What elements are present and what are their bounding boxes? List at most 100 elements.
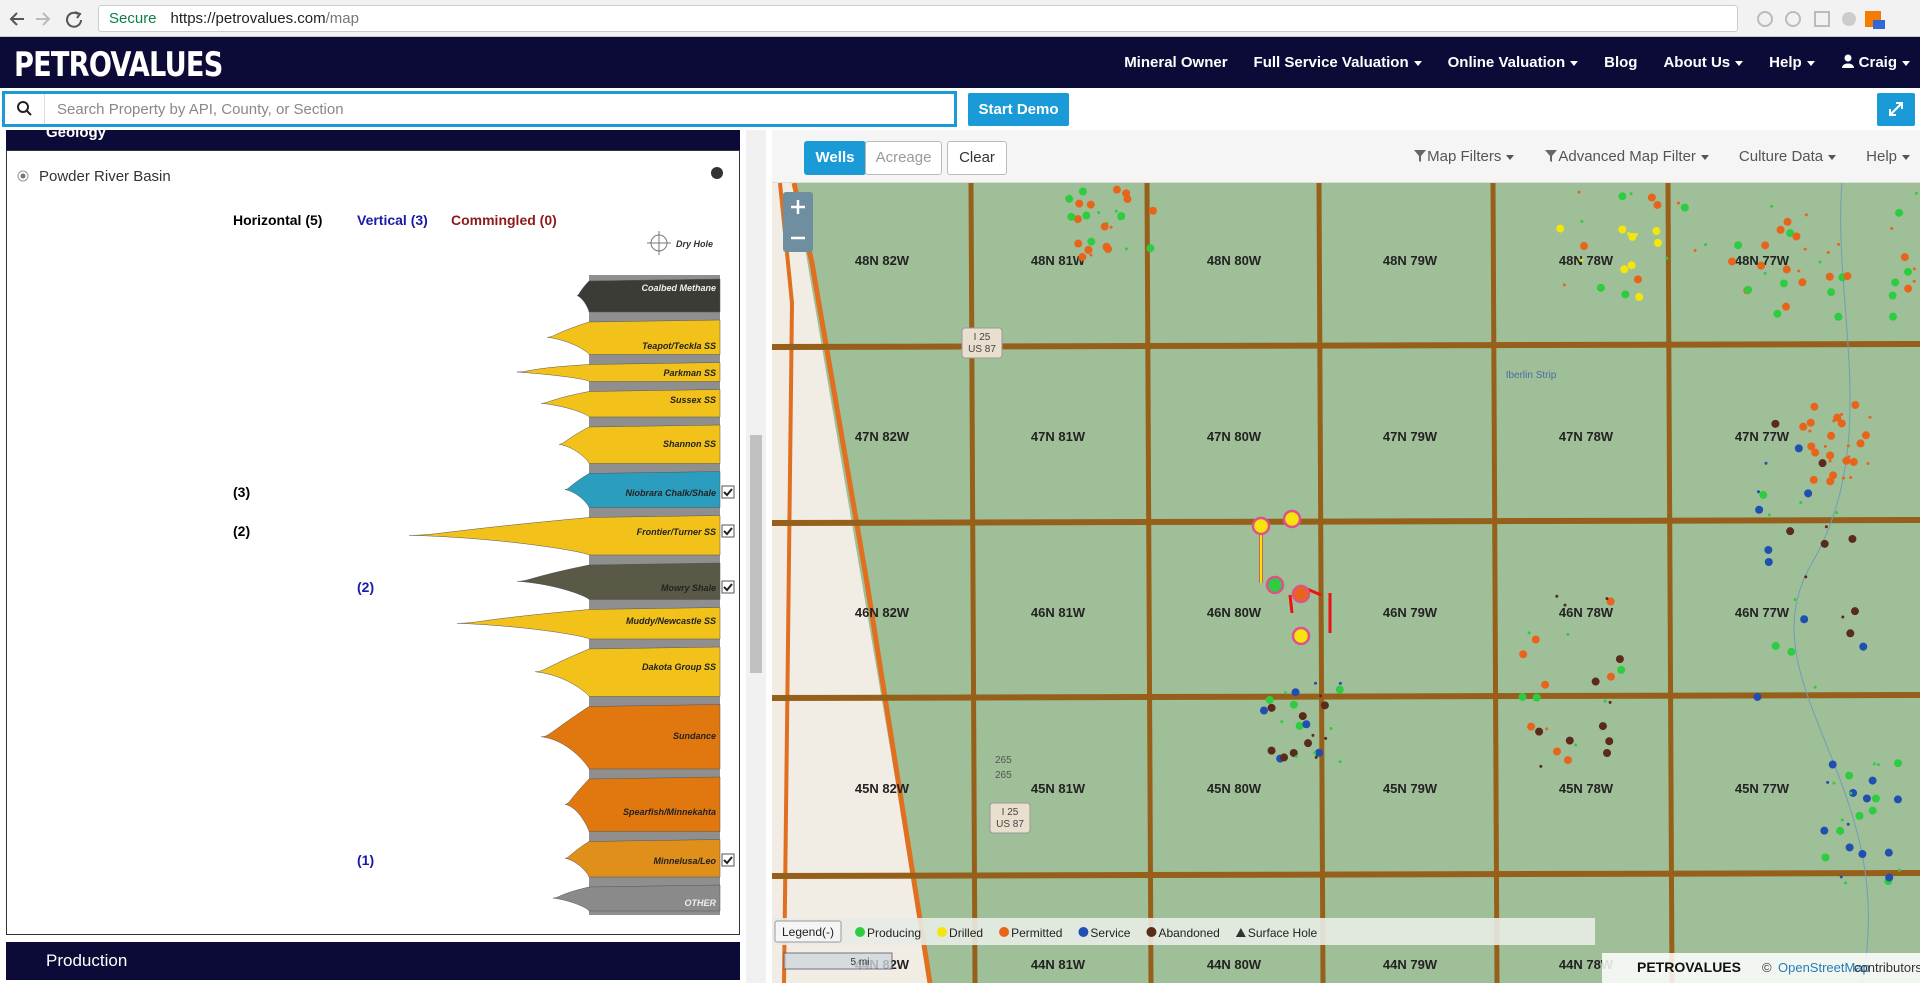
well-dot — [1826, 780, 1830, 784]
formation-label: Sundance — [673, 731, 716, 741]
nav-label: Craig — [1858, 54, 1897, 71]
production-header[interactable]: Production — [6, 942, 740, 980]
well-dot — [1786, 229, 1795, 238]
formation-checkbox[interactable] — [721, 580, 735, 594]
map-menu[interactable]: Help — [1866, 148, 1910, 165]
well-dot — [1820, 826, 1829, 835]
nav-item[interactable]: Craig — [1841, 54, 1910, 71]
col-horizontal: Horizontal (5) — [233, 212, 322, 228]
well-dot — [1776, 225, 1785, 234]
zoom-control[interactable] — [783, 192, 813, 252]
formation-checkbox[interactable] — [721, 524, 735, 538]
acreage-button[interactable]: Acreage — [865, 141, 942, 175]
shield-text: US 87 — [996, 819, 1024, 830]
well-dot — [1866, 461, 1870, 465]
well-dot — [1832, 781, 1836, 785]
well-dot — [1605, 597, 1609, 601]
well-dot — [1783, 217, 1792, 226]
well-dot — [1555, 594, 1559, 598]
formation-checkbox[interactable] — [721, 485, 735, 499]
well-dot — [1580, 219, 1584, 223]
expand-button[interactable] — [1877, 93, 1915, 126]
well-dot — [1829, 471, 1838, 480]
formation-checkbox[interactable] — [721, 853, 735, 867]
well-dot — [1338, 681, 1342, 685]
caret — [1902, 154, 1910, 160]
well-dot — [1851, 400, 1860, 409]
well-dot — [1267, 703, 1276, 712]
nav-item[interactable]: Mineral Owner — [1124, 54, 1227, 71]
well-dot — [1895, 208, 1904, 217]
well-dot — [1665, 256, 1669, 260]
well-dot — [1314, 755, 1318, 759]
selected-well — [1291, 584, 1311, 604]
search-box[interactable]: Search Property by API, County, or Secti… — [2, 91, 957, 127]
well-dot — [1532, 693, 1541, 702]
horizontal-count: (3) — [233, 484, 250, 500]
map-menu[interactable]: Culture Data — [1739, 148, 1837, 165]
vertical-count: (2) — [357, 579, 374, 595]
legend-bar — [772, 918, 1595, 945]
well-dot — [1893, 759, 1902, 768]
brand[interactable]: PETROVALUES — [14, 45, 223, 85]
well-dot — [1320, 701, 1329, 710]
col-commingled: Commingled (0) — [451, 212, 557, 228]
well-dot — [1767, 513, 1771, 517]
scale-bar — [783, 952, 893, 970]
nav-item[interactable]: Help — [1769, 54, 1815, 71]
formation-band — [456, 607, 721, 640]
well-dot — [1824, 525, 1828, 529]
well-dot — [1798, 278, 1807, 287]
start-demo-button[interactable]: Start Demo — [968, 93, 1069, 126]
scroll-thumb[interactable] — [750, 435, 762, 673]
map-menu-label: Help — [1866, 148, 1897, 165]
map-west — [772, 183, 930, 983]
well-dot — [1800, 615, 1809, 624]
well-dot — [1804, 213, 1808, 217]
well-dot — [1556, 224, 1565, 233]
well-dot — [1563, 603, 1567, 607]
well-dot — [1259, 706, 1268, 715]
caret — [1735, 60, 1744, 66]
well-dot — [1804, 575, 1808, 579]
nav-label: Mineral Owner — [1124, 54, 1228, 71]
nav-item[interactable]: Blog — [1604, 54, 1637, 71]
well-dot — [1818, 459, 1827, 468]
well-dot — [1744, 285, 1753, 294]
well-dot — [1842, 456, 1851, 465]
nav-item[interactable]: About Us — [1663, 54, 1744, 71]
map-menu[interactable]: Advanced Map Filter — [1544, 148, 1709, 165]
formation-label: Teapot/Teckla SS — [642, 341, 716, 351]
well-dot — [1633, 275, 1642, 284]
formation-band — [564, 471, 721, 508]
address-bar[interactable]: Secure https://petrovalues.com/map — [98, 5, 1738, 32]
well-dot — [1535, 727, 1544, 736]
road-label: 265 — [995, 770, 1012, 781]
well-dot — [1580, 242, 1589, 251]
well-dot — [1753, 692, 1762, 701]
well-dot — [1893, 795, 1902, 804]
well-dot — [1872, 762, 1876, 766]
map-menu[interactable]: Map Filters — [1413, 148, 1515, 165]
filter-icon — [1545, 150, 1558, 162]
township-label: 45N 81W — [1031, 781, 1086, 796]
well-dot — [1280, 720, 1284, 724]
legend-toggle[interactable] — [774, 920, 842, 943]
map[interactable]: 48N 82W 48N 81W 48N 80W 48N 79W 48N 78W 48N 7… — [772, 183, 1920, 983]
attribution-link[interactable]: OpenStreetMap — [1778, 960, 1870, 975]
well-dot — [1531, 635, 1540, 644]
formation-band — [516, 362, 721, 382]
well-dot — [1527, 722, 1536, 731]
well-dot — [1779, 279, 1788, 288]
well-dot — [1314, 681, 1318, 685]
search-row: Search Property by API, County, or Secti… — [0, 88, 1920, 130]
township-label: 46N 80W — [1207, 605, 1262, 620]
road — [1316, 183, 1326, 983]
horizontal-count: (2) — [233, 523, 250, 539]
nav-item[interactable]: Online Valuation — [1448, 54, 1579, 71]
geology-header[interactable]: Geology — [6, 130, 740, 150]
wells-button[interactable]: Wells — [804, 141, 866, 175]
clear-button[interactable]: Clear — [947, 141, 1007, 175]
nav-item[interactable]: Full Service Valuation — [1254, 54, 1422, 71]
